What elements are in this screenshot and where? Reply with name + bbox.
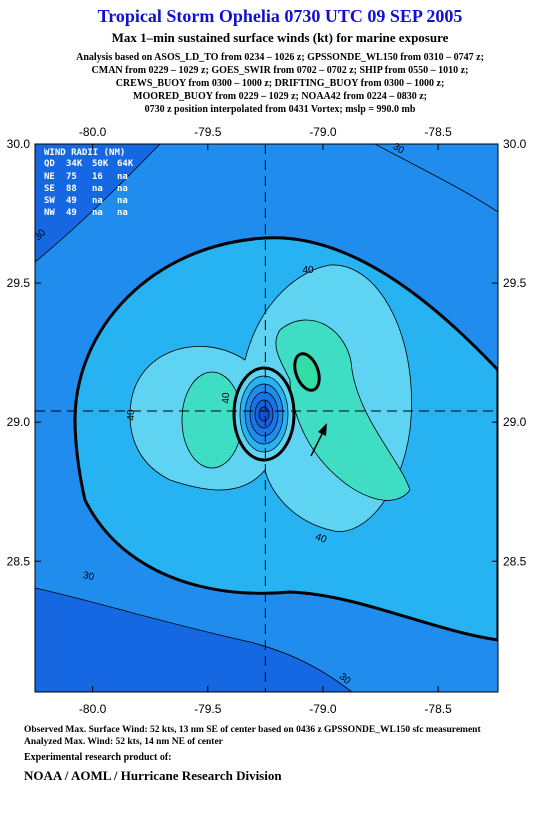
contour-region-low: [35, 144, 161, 263]
contour-label: 40: [302, 265, 314, 276]
wind-field: [35, 144, 498, 692]
contour-label: 30: [82, 570, 96, 583]
contour-region-50kt: [293, 352, 321, 392]
analysis-line: CREWS_BUOY from 0300 – 1000 z; DRIFTING_…: [116, 78, 445, 89]
radii-cell: 16: [92, 172, 103, 182]
y-tick-label: 30.0: [7, 137, 31, 151]
x-tick-label: -79.0: [309, 125, 337, 139]
x-tick-label: -79.0: [309, 702, 337, 716]
x-tick-label: -78.5: [424, 702, 452, 716]
y-tick-label: 28.5: [7, 554, 31, 568]
contour-label: 40: [314, 532, 329, 546]
contour-label: 40: [126, 409, 137, 421]
motion-arrow-head: [318, 423, 327, 436]
radii-cell: na: [92, 184, 103, 194]
contour-label: 40: [221, 392, 232, 404]
x-tick-label: -79.5: [194, 125, 222, 139]
motion-arrow: [310, 429, 325, 457]
footer-note: Analyzed Max. Wind: 52 kts, 14 nm NE of …: [24, 737, 224, 747]
analysis-notes: Analysis based on ASOS_LD_TO from 0234 –…: [76, 52, 484, 115]
center-ring: [258, 406, 270, 422]
analysis-line: 0730 z position interpolated from 0431 V…: [145, 104, 416, 115]
contour-line: [374, 144, 498, 213]
x-tick-label: -78.5: [424, 125, 452, 139]
radii-cell: na: [117, 208, 128, 218]
radii-header: 64K: [117, 159, 134, 169]
radii-cell: na: [117, 172, 128, 182]
x-tick-label: -80.0: [79, 702, 107, 716]
analysis-line: Analysis based on ASOS_LD_TO from 0234 –…: [76, 52, 484, 63]
y-tick-label: 29.5: [7, 276, 31, 290]
radii-cell: na: [117, 196, 128, 206]
radii-header: QD: [44, 159, 55, 169]
y-tick-label: 29.0: [503, 415, 527, 429]
analysis-line: MOORED_BUOY from 0229 – 1029 z; NOAA42 f…: [133, 91, 427, 102]
footer-note: Experimental research product of:: [24, 752, 171, 763]
radii-header: 34K: [66, 159, 83, 169]
radii-cell: na: [92, 208, 103, 218]
radii-cell: SE: [44, 184, 55, 194]
analysis-line: CMAN from 0229 – 1029 z; GOES_SWIR from …: [92, 65, 469, 76]
radii-cell: na: [92, 196, 103, 206]
y-tick-label: 29.0: [7, 415, 31, 429]
radii-cell: SW: [44, 196, 55, 206]
x-tick-label: -80.0: [79, 125, 107, 139]
radii-title: WIND RADII (NM): [44, 148, 125, 158]
footer-note: Observed Max. Surface Wind: 52 kts, 13 n…: [24, 725, 481, 735]
chart-title: Tropical Storm Ophelia 0730 UTC 09 SEP 2…: [98, 6, 463, 26]
radii-cell: NE: [44, 172, 55, 182]
x-tick-label: -79.5: [194, 702, 222, 716]
radii-cell: 49: [66, 208, 77, 218]
footer-credit: NOAA / AOML / Hurricane Research Divisio…: [24, 768, 282, 783]
y-tick-label: 28.5: [503, 554, 527, 568]
contour-region-low: [35, 587, 353, 692]
radii-cell: 75: [66, 172, 77, 182]
overlay: -80.0 -80.0 -79.5 -79.5 -79.0 -79.0 -78.5 -78.5…: [7, 125, 527, 716]
radii-cell: NW: [44, 208, 55, 218]
plot-frame: [34, 143, 499, 693]
radii-cell: 49: [66, 196, 77, 206]
chart-subtitle: Max 1–min sustained surface winds (kt) f…: [112, 30, 449, 45]
y-tick-label: 29.5: [503, 276, 527, 290]
radii-cell: 88: [66, 184, 77, 194]
y-tick-label: 30.0: [503, 137, 527, 151]
radii-cell: na: [117, 184, 128, 194]
radii-header: 50K: [92, 159, 109, 169]
